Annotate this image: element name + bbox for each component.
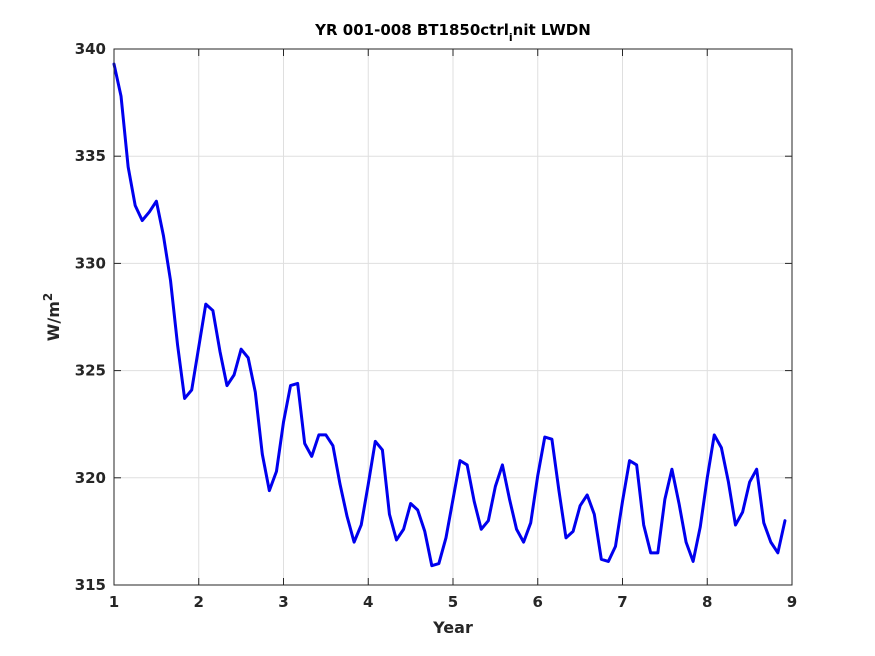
y-tick-label: 335	[75, 147, 106, 165]
chart-title-subscript: i	[509, 31, 513, 44]
chart-title-tail: nit LWDN	[513, 21, 591, 39]
tick-labels: 1 2 3 4 5 6 7 8 9 315 320 325 330 335 340	[75, 40, 798, 611]
y-tick-label: 340	[75, 40, 106, 58]
x-axis-label: Year	[432, 618, 473, 637]
x-tick-label: 2	[194, 593, 204, 611]
y-tick-label: 315	[75, 576, 106, 594]
x-tick-label: 8	[702, 593, 712, 611]
y-tick-label: 330	[75, 254, 106, 272]
x-tick-label: 7	[617, 593, 627, 611]
x-tick-label: 9	[787, 593, 797, 611]
x-tick-label: 1	[109, 593, 119, 611]
x-tick-label: 6	[533, 593, 543, 611]
x-tick-label: 4	[363, 593, 373, 611]
y-axis-label: W/m2	[41, 293, 63, 342]
series-layer	[112, 62, 787, 568]
y-tick-label: 325	[75, 362, 106, 380]
chart-title-main: YR 001-008 BT1850ctrl	[314, 21, 509, 39]
x-tick-label: 3	[278, 593, 288, 611]
series-line	[112, 62, 787, 568]
chart-title: YR 001-008 BT1850ctrlinit LWDN	[314, 21, 591, 44]
y-axis-label-main: W/m	[44, 301, 63, 341]
x-tick-label: 5	[448, 593, 458, 611]
tick-marks	[113, 48, 793, 586]
y-axis-label-superscript: 2	[41, 293, 55, 301]
y-tick-label: 320	[75, 469, 106, 487]
